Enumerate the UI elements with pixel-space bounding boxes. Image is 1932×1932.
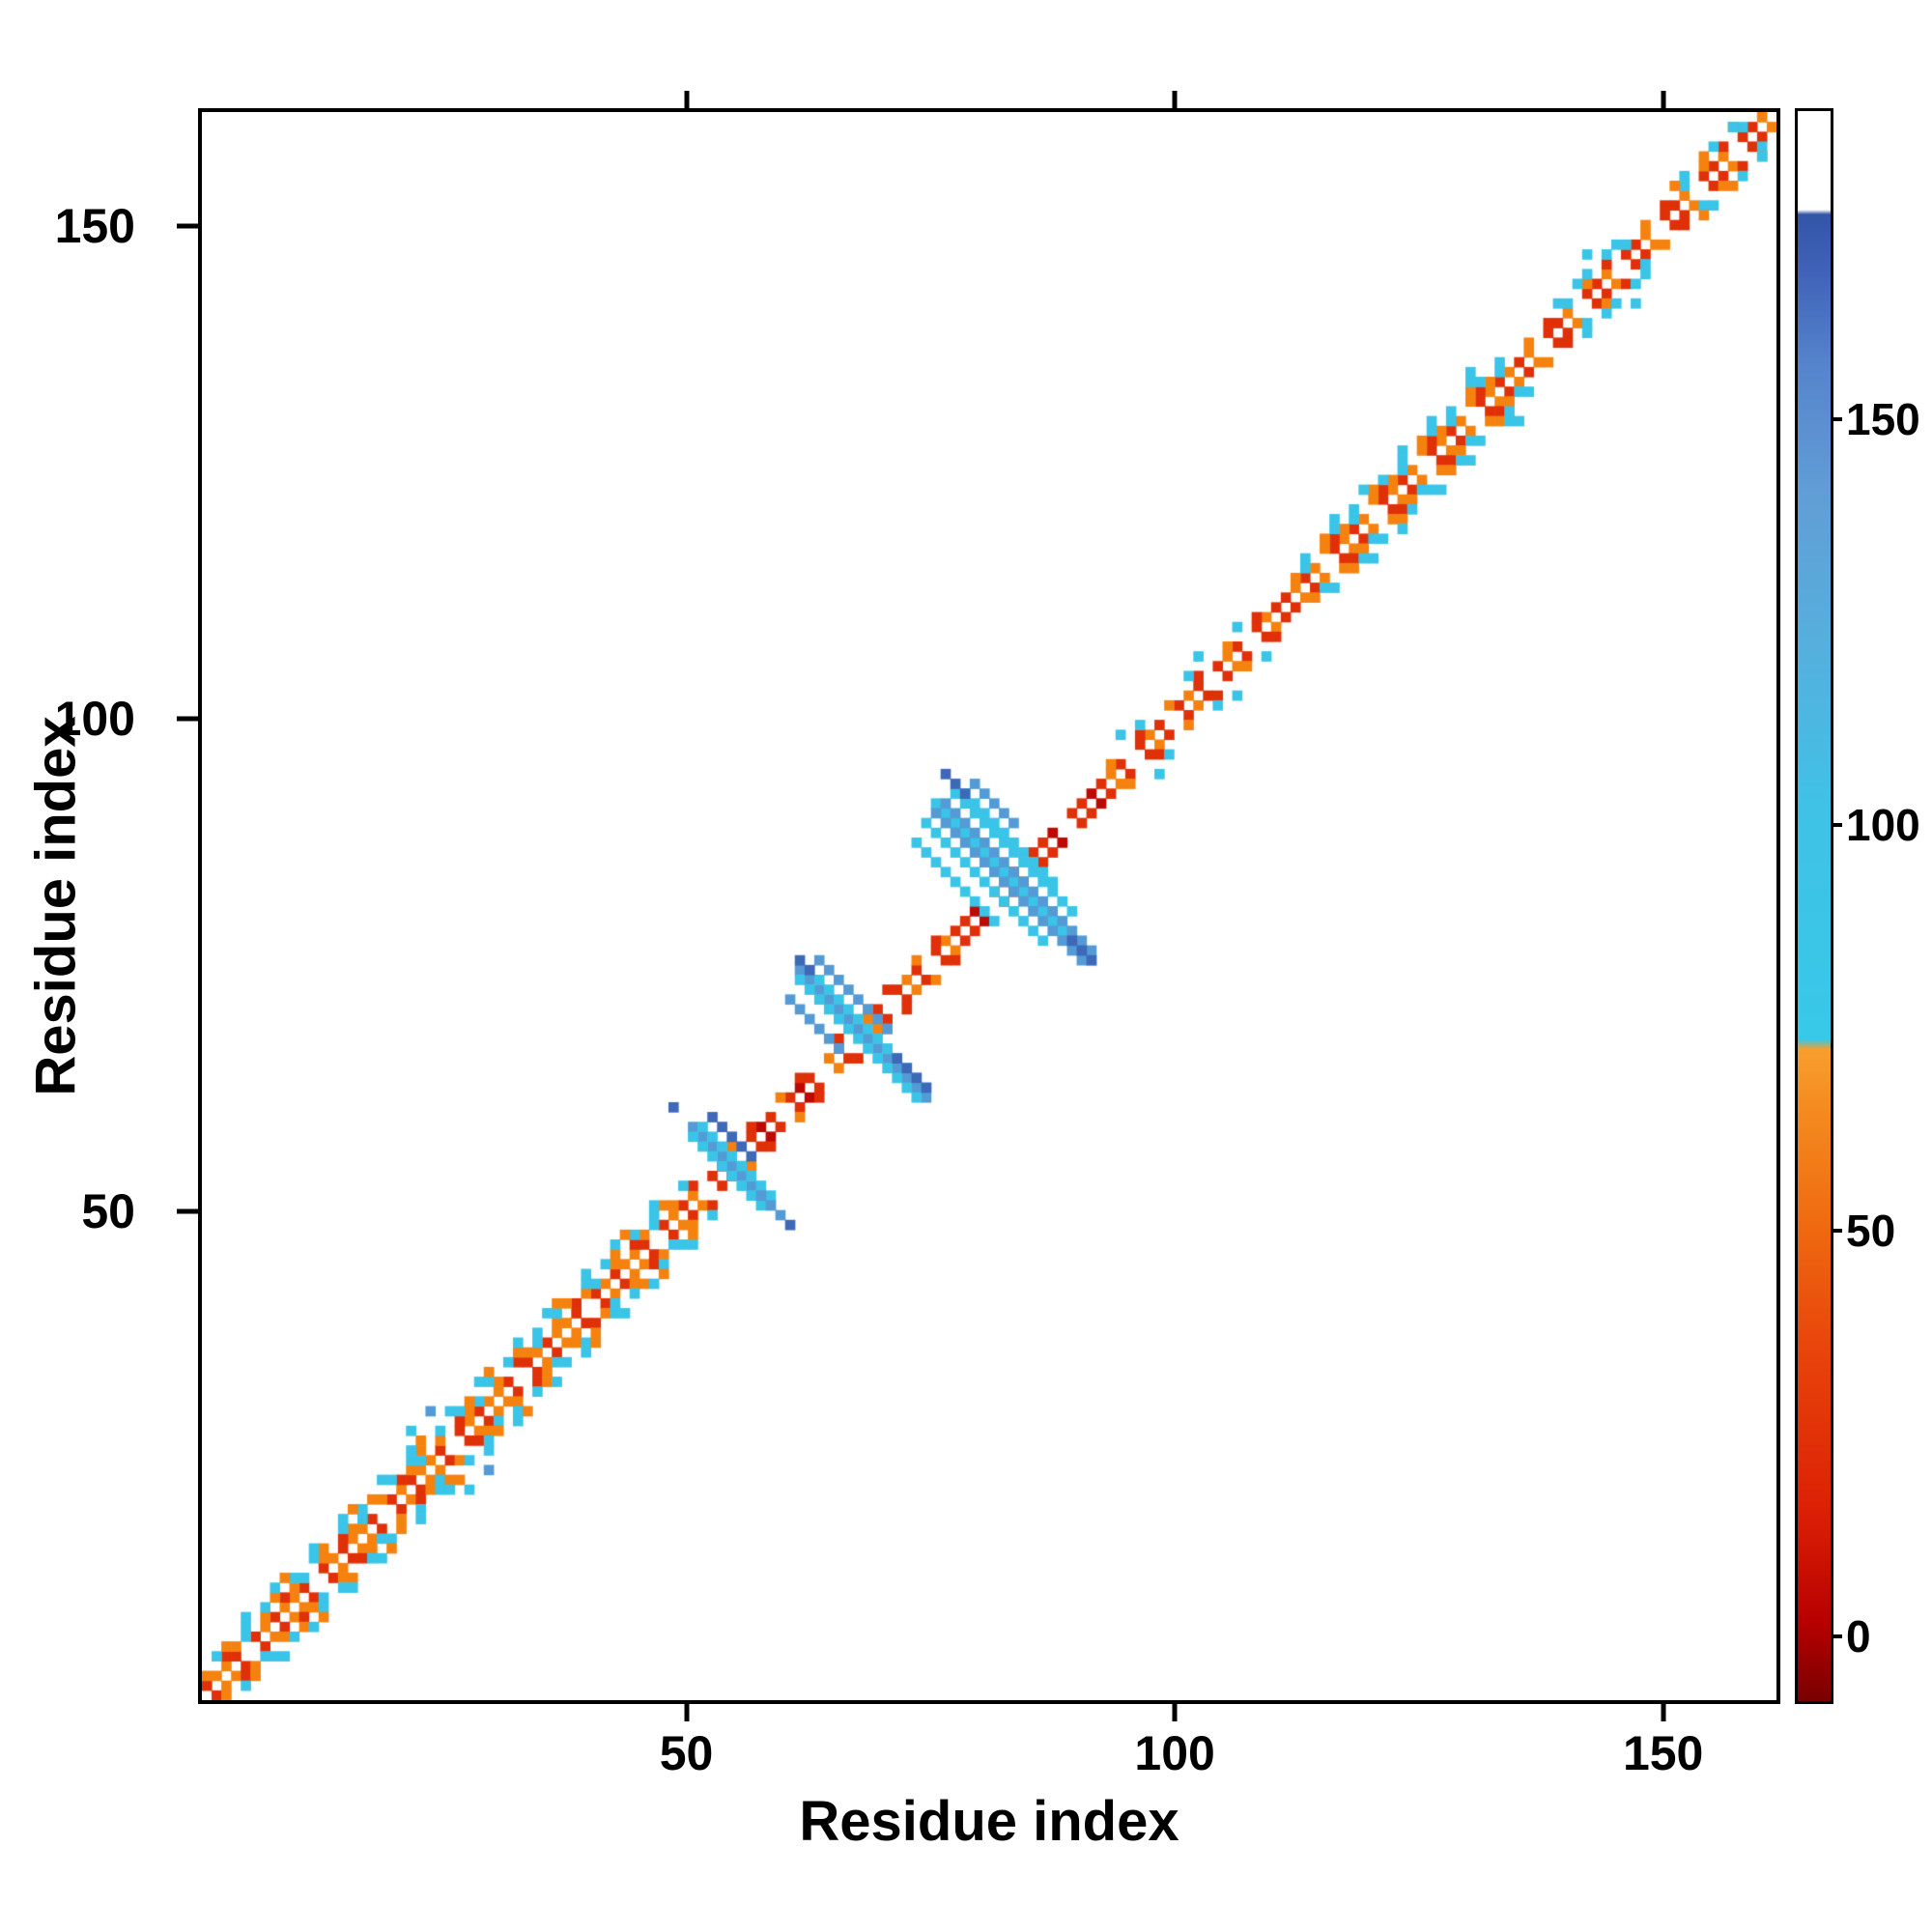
plot-area (198, 108, 1780, 1704)
y-tick-labels: 50 100 150 (0, 108, 185, 1704)
y-tick-mark (177, 716, 198, 722)
x-tick-label: 50 (659, 1726, 714, 1780)
colorbar-tick-label: 150 (1846, 394, 1920, 445)
colorbar-tick-label: 50 (1846, 1205, 1896, 1256)
x-tick-mark (684, 91, 690, 108)
colorbar-tick-mark (1831, 1634, 1842, 1638)
colorbar-tick-mark (1831, 1228, 1842, 1233)
x-tick-mark (684, 1700, 690, 1721)
y-tick-label: 100 (54, 692, 135, 747)
colorbar-tick-mark (1831, 823, 1842, 828)
y-tick-label: 50 (81, 1184, 135, 1239)
colorbar: 0 50 100 150 (1795, 108, 1920, 1704)
x-axis-tick-marks-bottom (198, 1700, 1780, 1721)
colorbar-gradient (1798, 111, 1831, 1701)
y-axis-tick-marks (177, 108, 198, 1704)
x-axis-label: Residue index (799, 1790, 1179, 1853)
x-tick-label: 100 (1134, 1726, 1215, 1780)
y-axis-label: Residue index (24, 716, 88, 1096)
x-tick-mark (1172, 1700, 1178, 1721)
colorbar-tick-label: 0 (1846, 1610, 1871, 1662)
x-tick-mark (1661, 91, 1666, 108)
x-tick-mark (1661, 1700, 1666, 1721)
y-tick-mark (177, 223, 198, 229)
x-axis-tick-marks-top (198, 91, 1780, 108)
y-tick-label: 150 (54, 199, 135, 254)
colorbar-tick-mark (1831, 417, 1842, 422)
heatmap-canvas (202, 112, 1776, 1700)
colorbar-tick-label: 100 (1846, 800, 1920, 851)
x-tick-label: 150 (1622, 1726, 1704, 1780)
x-tick-labels: 50 100 150 (198, 1725, 1780, 1783)
x-tick-mark (1172, 91, 1178, 108)
y-tick-mark (177, 1208, 198, 1214)
